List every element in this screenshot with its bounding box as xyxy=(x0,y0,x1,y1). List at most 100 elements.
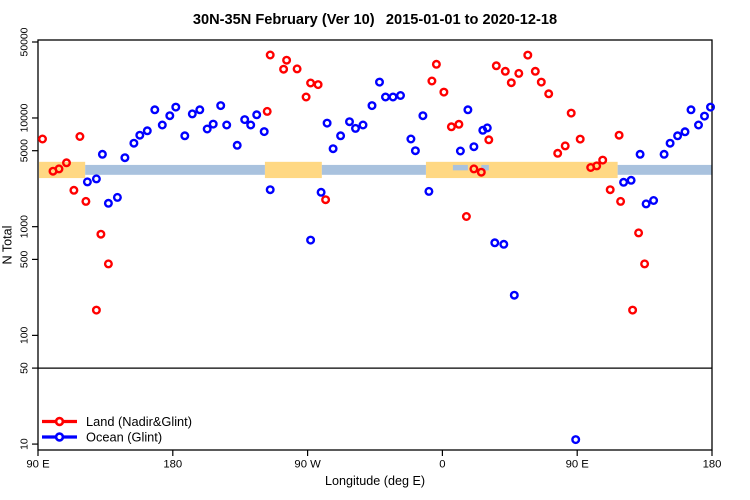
data-point-land xyxy=(560,141,570,151)
data-point-land xyxy=(96,229,106,239)
data-point-land xyxy=(54,164,64,174)
data-point-land xyxy=(614,130,624,140)
data-point-ocean xyxy=(700,111,710,121)
data-point-land xyxy=(523,50,533,60)
data-point-ocean xyxy=(686,105,696,115)
data-point-ocean xyxy=(157,120,167,130)
data-point-land xyxy=(62,158,72,168)
data-point-ocean xyxy=(82,177,92,187)
legend-marker-circle xyxy=(54,432,65,442)
data-point-ocean xyxy=(259,127,269,137)
data-point-ocean xyxy=(316,187,326,197)
data-point-land xyxy=(514,68,524,78)
data-point-ocean xyxy=(410,146,420,156)
data-point-land xyxy=(628,305,638,315)
data-point-land xyxy=(103,259,113,269)
data-point-land xyxy=(427,76,437,86)
data-point-land xyxy=(69,185,79,195)
data-point-land xyxy=(553,148,563,158)
data-point-ocean xyxy=(246,120,256,130)
data-point-ocean xyxy=(375,77,385,87)
data-point-ocean xyxy=(673,131,683,141)
data-point-ocean xyxy=(202,124,212,134)
x-axis-tick-label: 90 W xyxy=(294,459,321,471)
data-point-ocean xyxy=(91,174,101,184)
y-axis-tick-label: 1000 xyxy=(20,215,31,238)
data-point-ocean xyxy=(706,102,716,112)
data-point-ocean xyxy=(142,126,152,136)
data-point-ocean xyxy=(388,92,398,102)
y-axis-tick-label: 50 xyxy=(20,362,31,374)
y-axis-tick-label: 10 xyxy=(20,438,31,450)
data-point-ocean xyxy=(112,192,122,202)
legend: Land (Nadir&Glint)Ocean (Glint) xyxy=(42,414,192,444)
x-axis-label: Longitude (deg E) xyxy=(325,474,425,488)
data-point-land xyxy=(282,55,292,65)
data-point-land xyxy=(484,135,494,145)
data-point-ocean xyxy=(358,120,368,130)
data-point-land xyxy=(91,305,101,315)
data-point-ocean xyxy=(345,117,355,127)
data-point-land xyxy=(506,78,516,88)
data-point-ocean xyxy=(351,123,361,133)
legend-item-label: Ocean (Glint) xyxy=(86,429,162,444)
data-point-land xyxy=(544,89,554,99)
data-point-land xyxy=(313,80,323,90)
data-point-land xyxy=(536,77,546,87)
data-point-land xyxy=(262,106,272,116)
data-point-ocean xyxy=(97,149,107,159)
data-point-ocean xyxy=(455,146,465,156)
y-axis-tick-label: 100 xyxy=(20,326,31,344)
data-point-ocean xyxy=(482,123,492,133)
y-axis-tick-label: 500 xyxy=(20,251,31,269)
x-axis-tick-label: 90 E xyxy=(26,459,50,471)
band-ocean-segment xyxy=(617,164,712,175)
band-ocean-segment xyxy=(321,164,426,175)
data-point-land xyxy=(301,92,311,102)
data-point-land xyxy=(598,155,608,165)
data-point-ocean xyxy=(252,110,262,120)
data-point-land xyxy=(446,122,456,132)
reference-bands-layer xyxy=(39,161,712,179)
data-point-land xyxy=(279,64,289,74)
data-point-land xyxy=(616,196,626,206)
data-point-ocean xyxy=(649,195,659,205)
data-point-ocean xyxy=(641,199,651,209)
data-point-ocean xyxy=(240,115,250,125)
data-point-land xyxy=(461,211,471,221)
data-point-land xyxy=(566,108,576,118)
y-axis-tick-label: 5000 xyxy=(20,139,31,162)
data-point-ocean xyxy=(171,102,181,112)
data-point-land xyxy=(265,50,275,60)
data-point-ocean xyxy=(265,185,275,195)
data-point-land xyxy=(431,59,441,69)
data-point-ocean xyxy=(232,140,242,150)
x-axis-tick-label: 180 xyxy=(703,459,722,471)
x-axis-tick-label: 0 xyxy=(439,459,445,471)
legend-item-land: Land (Nadir&Glint) xyxy=(42,414,192,429)
data-point-land xyxy=(575,134,585,144)
data-point-ocean xyxy=(694,120,704,130)
chart-title: 30N-35N February (Ver 10) 2015-01-01 to … xyxy=(193,12,557,28)
legend-item-ocean: Ocean (Glint) xyxy=(42,429,162,444)
data-point-ocean xyxy=(499,239,509,249)
data-point-ocean xyxy=(463,105,473,115)
data-point-ocean xyxy=(571,435,581,445)
data-point-ocean xyxy=(509,290,519,300)
data-point-ocean xyxy=(490,238,500,248)
band-ocean-patch xyxy=(481,164,489,171)
data-point-land xyxy=(476,167,486,177)
data-point-ocean xyxy=(418,111,428,121)
data-point-ocean xyxy=(396,90,406,100)
data-point-ocean xyxy=(626,175,636,185)
data-point-ocean xyxy=(165,111,175,121)
legend-marker-circle xyxy=(54,416,65,427)
data-point-land xyxy=(306,78,316,88)
data-point-land xyxy=(75,131,85,141)
data-point-ocean xyxy=(659,149,669,159)
y-axis-tick-label: 10000 xyxy=(20,103,31,132)
data-point-land xyxy=(605,185,615,195)
data-point-ocean xyxy=(381,92,391,102)
